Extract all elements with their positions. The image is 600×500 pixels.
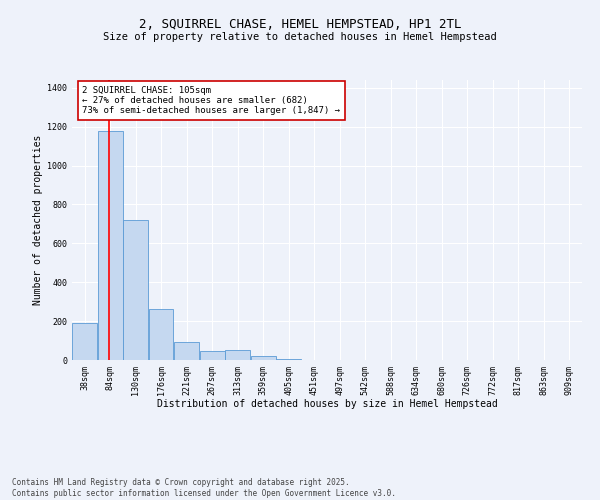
Bar	[251, 356, 276, 360]
X-axis label: Distribution of detached houses by size in Hemel Hempstead: Distribution of detached houses by size …	[157, 399, 497, 409]
Bar	[124, 220, 148, 360]
Bar	[174, 342, 199, 360]
Text: Contains HM Land Registry data © Crown copyright and database right 2025.
Contai: Contains HM Land Registry data © Crown c…	[12, 478, 396, 498]
Text: 2, SQUIRREL CHASE, HEMEL HEMPSTEAD, HP1 2TL: 2, SQUIRREL CHASE, HEMEL HEMPSTEAD, HP1 …	[139, 18, 461, 30]
Bar	[225, 350, 250, 360]
Text: Size of property relative to detached houses in Hemel Hempstead: Size of property relative to detached ho…	[103, 32, 497, 42]
Y-axis label: Number of detached properties: Number of detached properties	[33, 135, 43, 305]
Bar	[149, 310, 173, 360]
Bar	[98, 130, 123, 360]
Bar	[200, 351, 224, 360]
Text: 2 SQUIRREL CHASE: 105sqm
← 27% of detached houses are smaller (682)
73% of semi-: 2 SQUIRREL CHASE: 105sqm ← 27% of detach…	[82, 86, 340, 116]
Bar	[72, 323, 97, 360]
Bar	[277, 359, 301, 360]
